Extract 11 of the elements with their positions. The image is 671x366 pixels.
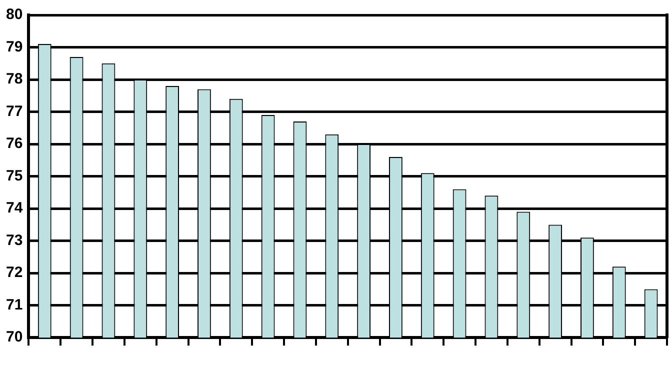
y-tick-label: 78 xyxy=(6,70,23,88)
y-tick-label: 77 xyxy=(6,102,23,120)
y-tick-label: 72 xyxy=(6,264,23,282)
y-tick-label: 76 xyxy=(6,135,23,152)
y-tick-label: 74 xyxy=(6,200,24,217)
y-tick-label: 73 xyxy=(6,232,23,249)
y-tick-label: 80 xyxy=(6,6,23,24)
y-tick-label: 71 xyxy=(6,296,23,314)
y-tick-label: 75 xyxy=(6,167,23,184)
y-tick-label: 79 xyxy=(6,38,23,56)
y-tick-label: 70 xyxy=(6,328,23,346)
